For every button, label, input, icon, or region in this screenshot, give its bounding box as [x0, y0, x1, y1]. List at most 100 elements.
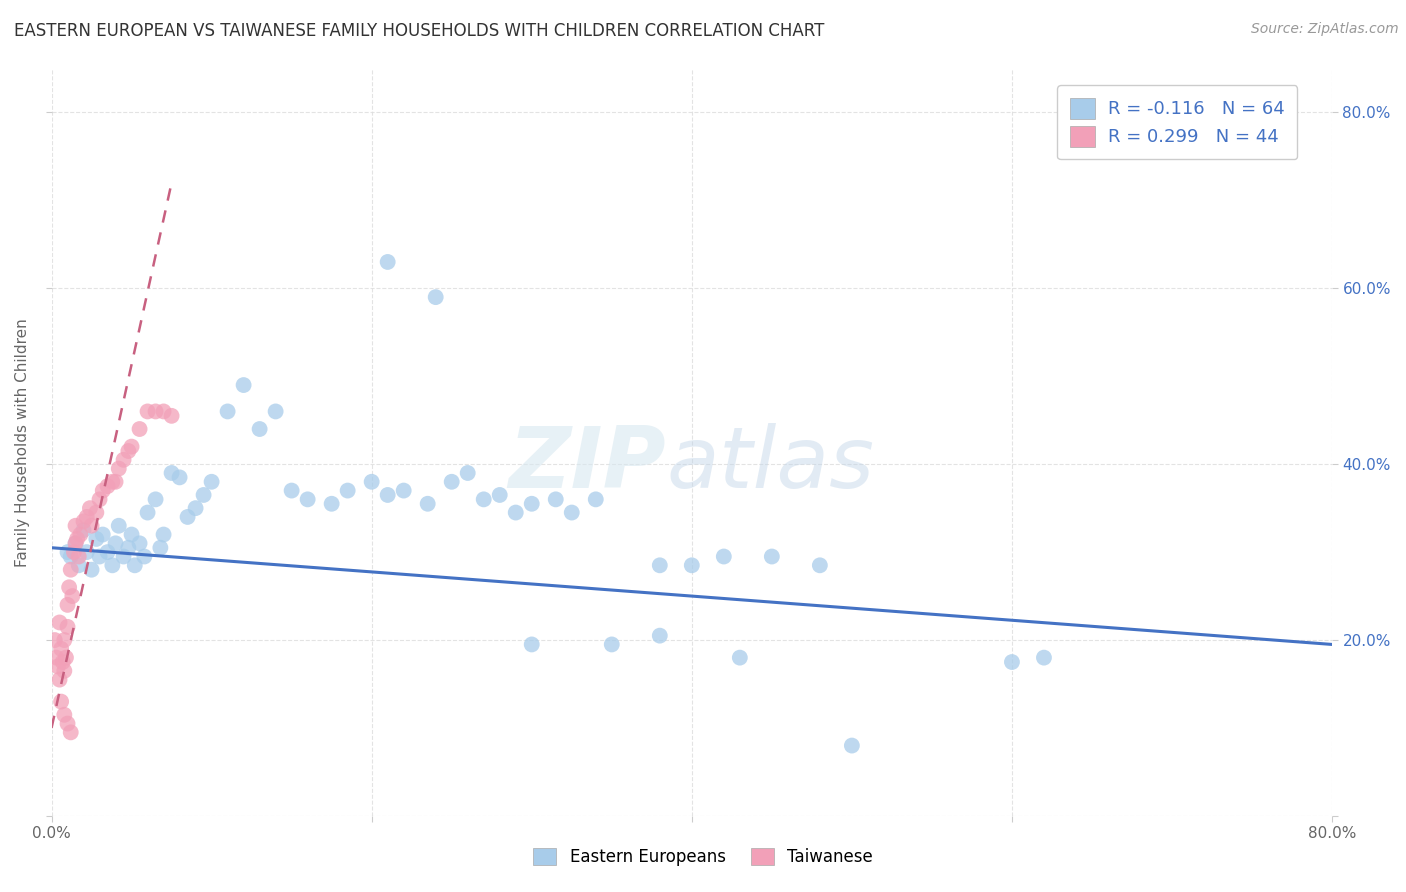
Point [217, 404, 239, 418]
Point [104, 475, 127, 489]
Point [121, 527, 143, 541]
Point [152, 527, 174, 541]
Legend: R = -0.116   N = 64, R = 0.299   N = 44: R = -0.116 N = 64, R = 0.299 N = 44 [1057, 85, 1298, 160]
Point [176, 510, 198, 524]
Point [728, 650, 751, 665]
Point [121, 440, 143, 454]
Point [79, 501, 101, 516]
Point [145, 492, 167, 507]
Point [66, 532, 89, 546]
Point [136, 506, 159, 520]
Point [648, 558, 671, 573]
Point [713, 549, 735, 564]
Y-axis label: Family Households with Children: Family Households with Children [15, 318, 30, 566]
Point [96, 479, 118, 493]
Point [65, 518, 87, 533]
Point [45, 650, 67, 665]
Point [648, 629, 671, 643]
Point [49, 695, 72, 709]
Point [544, 492, 567, 507]
Point [76, 545, 98, 559]
Point [124, 558, 146, 573]
Point [86, 532, 108, 546]
Point [117, 541, 139, 555]
Point [53, 664, 76, 678]
Point [232, 378, 254, 392]
Point [117, 444, 139, 458]
Point [520, 637, 543, 651]
Point [107, 461, 129, 475]
Point [89, 549, 111, 564]
Point [297, 492, 319, 507]
Point [65, 536, 87, 550]
Point [488, 488, 510, 502]
Point [59, 725, 82, 739]
Point [134, 549, 156, 564]
Point [91, 483, 114, 498]
Point [80, 518, 103, 533]
Point [76, 510, 98, 524]
Point [91, 527, 114, 541]
Point [56, 620, 79, 634]
Point [59, 563, 82, 577]
Point [104, 536, 127, 550]
Point [136, 404, 159, 418]
Point [55, 650, 77, 665]
Point [681, 558, 703, 573]
Point [72, 523, 94, 537]
Point [72, 514, 94, 528]
Point [63, 545, 86, 559]
Point [80, 563, 103, 577]
Point [377, 255, 399, 269]
Point [377, 488, 399, 502]
Point [67, 549, 90, 564]
Point [53, 633, 76, 648]
Point [360, 475, 382, 489]
Point [59, 549, 82, 564]
Point [160, 466, 183, 480]
Point [416, 497, 439, 511]
Point [56, 716, 79, 731]
Point [336, 483, 359, 498]
Point [58, 580, 80, 594]
Point [149, 541, 172, 555]
Point [56, 545, 79, 559]
Point [600, 637, 623, 651]
Point [152, 404, 174, 418]
Point [112, 452, 135, 467]
Point [89, 492, 111, 507]
Point [46, 659, 69, 673]
Point [60, 589, 83, 603]
Point [321, 497, 343, 511]
Point [48, 673, 70, 687]
Point [184, 501, 207, 516]
Point [169, 470, 191, 484]
Point [392, 483, 415, 498]
Point [808, 558, 831, 573]
Text: Source: ZipAtlas.com: Source: ZipAtlas.com [1251, 22, 1399, 37]
Point [65, 536, 87, 550]
Point [56, 598, 79, 612]
Point [96, 545, 118, 559]
Point [145, 404, 167, 418]
Point [53, 707, 76, 722]
Point [585, 492, 607, 507]
Point [69, 527, 91, 541]
Point [193, 488, 215, 502]
Point [280, 483, 302, 498]
Point [128, 536, 150, 550]
Point [44, 633, 66, 648]
Text: atlas: atlas [666, 423, 875, 506]
Point [841, 739, 863, 753]
Point [561, 506, 583, 520]
Point [112, 549, 135, 564]
Point [249, 422, 271, 436]
Point [86, 506, 108, 520]
Point [48, 615, 70, 630]
Point [101, 558, 124, 573]
Point [425, 290, 447, 304]
Point [101, 475, 124, 489]
Point [107, 518, 129, 533]
Text: ZIP: ZIP [509, 423, 666, 506]
Point [1033, 650, 1056, 665]
